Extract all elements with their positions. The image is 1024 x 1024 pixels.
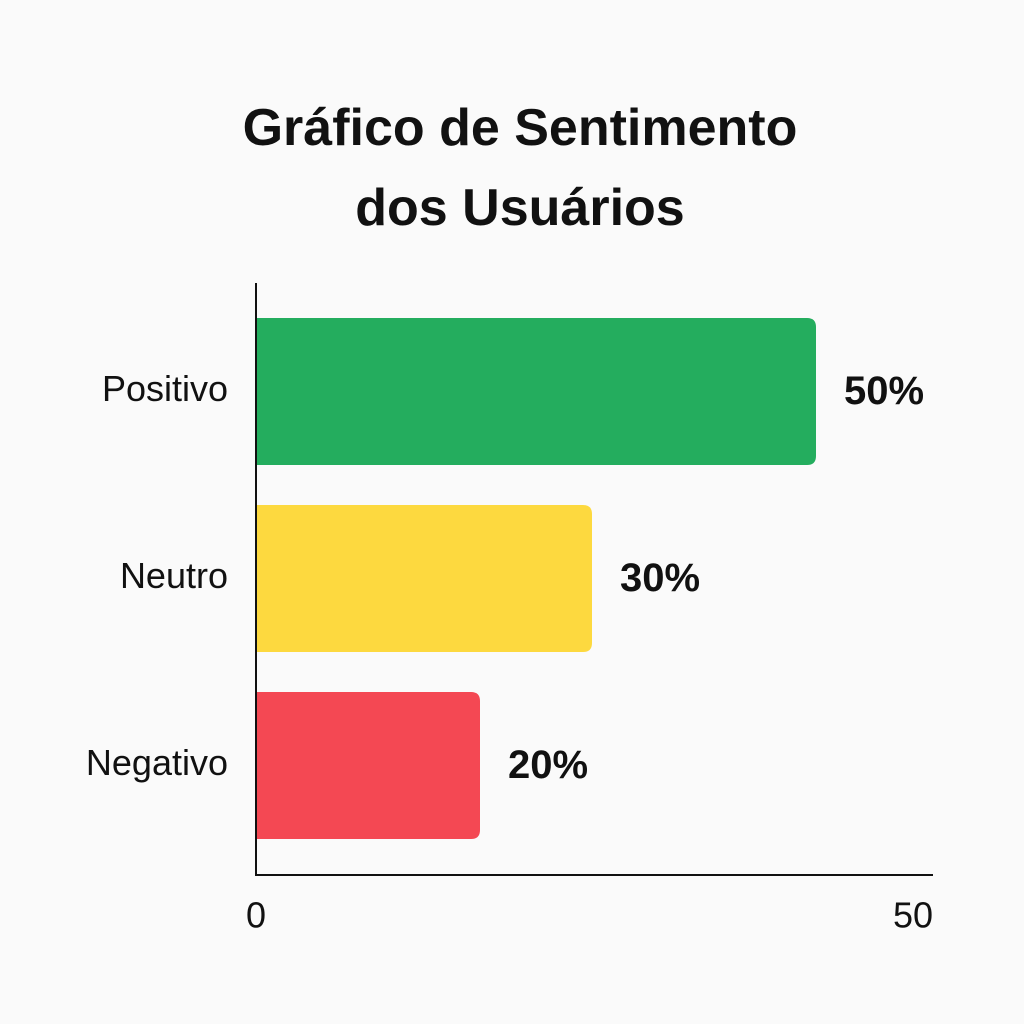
- category-label-positivo: Positivo: [102, 368, 228, 409]
- category-label-neutro: Neutro: [120, 555, 228, 596]
- value-label-negativo: 20%: [508, 743, 588, 787]
- bar-negativo: [256, 692, 480, 839]
- x-tick-label-0: 0: [246, 895, 266, 936]
- bar-neutro: [256, 505, 592, 652]
- value-label-neutro: 30%: [620, 556, 700, 600]
- bar-positivo: [256, 318, 816, 465]
- value-label-positivo: 50%: [844, 369, 924, 413]
- labels-layer: Positivo 50% Neutro 30% Negativo 20%: [86, 368, 924, 787]
- chart-title: Gráfico de Sentimento dos Usuários: [0, 88, 1024, 248]
- chart-title-line-1: Gráfico de Sentimento: [242, 99, 798, 157]
- x-tick-label-50: 50: [893, 895, 933, 936]
- bars-layer: [256, 318, 816, 839]
- ticks-layer: 0 50: [246, 895, 933, 936]
- chart-title-line-2: dos Usuários: [355, 179, 685, 237]
- category-label-negativo: Negativo: [86, 742, 228, 783]
